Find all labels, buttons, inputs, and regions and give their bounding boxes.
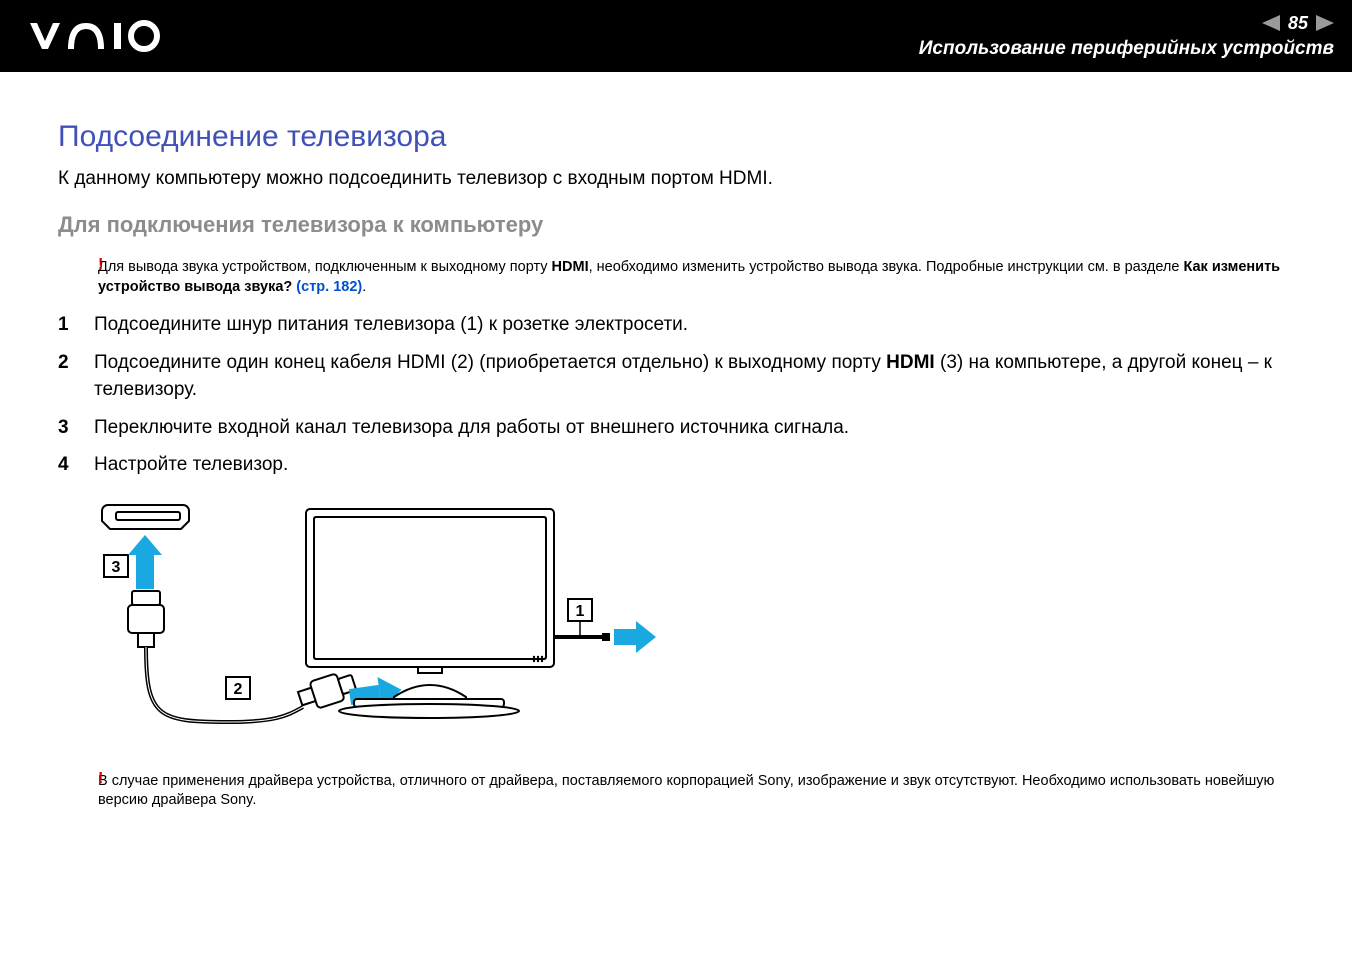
warning-bold-1: HDMI — [552, 259, 589, 275]
diagram-svg: 3 2 — [98, 497, 658, 757]
warning-seg-1: Для вывода звука устройством, подключенн… — [98, 259, 552, 275]
step-item: 1 Подсоедините шнур питания телевизора (… — [58, 311, 1294, 339]
warning-tail: . — [362, 279, 366, 295]
subtitle: Для подключения телевизора к компьютеру — [58, 212, 1294, 238]
nav-prev-icon[interactable] — [1262, 15, 1280, 31]
step-text: Подсоедините шнур питания телевизора (1)… — [94, 311, 688, 339]
page-content: Подсоединение телевизора К данному компь… — [0, 72, 1352, 831]
page-nav: 85 — [919, 13, 1334, 34]
step-item: 2 Подсоедините один конец кабеля HDMI (2… — [58, 349, 1294, 404]
step-text: Переключите входной канал телевизора для… — [94, 414, 849, 442]
warning-note: ! Для вывода звука устройством, подключе… — [98, 258, 1294, 297]
connection-diagram: 3 2 — [98, 497, 1294, 762]
intro-text: К данному компьютеру можно подсоединить … — [58, 168, 1294, 190]
step-number: 4 — [58, 451, 72, 479]
nav-next-icon[interactable] — [1316, 15, 1334, 31]
page-title: Подсоединение телевизора — [58, 120, 1294, 154]
svg-text:2: 2 — [234, 681, 243, 698]
step-text: Настройте телевизор. — [94, 451, 288, 479]
section-name: Использование периферийных устройств — [919, 38, 1334, 60]
step-item: 4 Настройте телевизор. — [58, 451, 1294, 479]
svg-text:1: 1 — [576, 603, 585, 620]
footnote-bang-icon: ! — [98, 770, 103, 788]
warning-text: Для вывода звука устройством, подключенн… — [98, 258, 1294, 297]
step-number: 1 — [58, 311, 72, 339]
step-number: 3 — [58, 414, 72, 442]
step-text: Подсоедините один конец кабеля HDMI (2) … — [94, 349, 1294, 404]
footnote-text: В случае применения драйвера устройства,… — [98, 772, 1294, 811]
svg-text:3: 3 — [112, 559, 121, 576]
page-ref-link[interactable]: (стр. 182) — [296, 279, 362, 295]
step-item: 3 Переключите входной канал телевизора д… — [58, 414, 1294, 442]
steps-list: 1 Подсоедините шнур питания телевизора (… — [58, 311, 1294, 479]
step-number: 2 — [58, 349, 72, 404]
warning-bang-icon: ! — [98, 256, 103, 274]
page-number: 85 — [1288, 13, 1308, 34]
warning-seg-2: , необходимо изменить устройство вывода … — [589, 259, 1184, 275]
vaio-logo — [28, 19, 168, 53]
page-header: 85 Использование периферийных устройств — [0, 0, 1352, 72]
header-right: 85 Использование периферийных устройств — [919, 13, 1334, 60]
footnote: ! В случае применения драйвера устройств… — [98, 772, 1294, 811]
